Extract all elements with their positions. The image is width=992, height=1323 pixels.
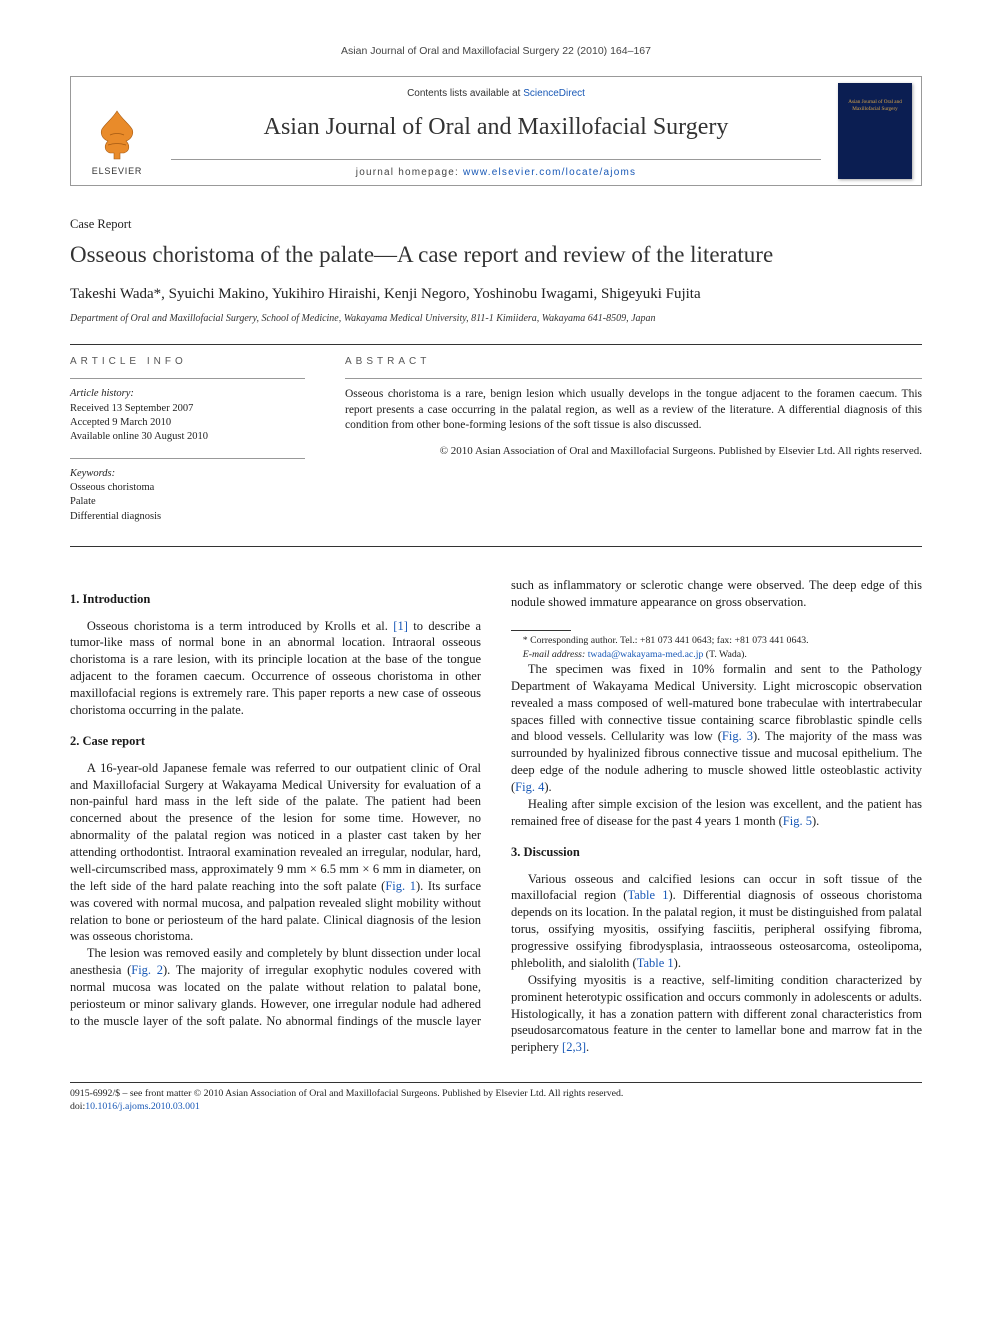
- corr-email-label: E-mail address:: [523, 649, 588, 660]
- table-link[interactable]: Table 1: [627, 888, 668, 902]
- corresponding-author: * Corresponding author. Tel.: +81 073 44…: [511, 634, 922, 660]
- masthead-center: Contents lists available at ScienceDirec…: [163, 77, 829, 185]
- corr-line-2: E-mail address: twada@wakayama-med.ac.jp…: [511, 648, 922, 661]
- rule-bottom: [70, 546, 922, 547]
- article-type: Case Report: [70, 216, 922, 233]
- history-received: Received 13 September 2007: [70, 402, 305, 416]
- footer-rule: [70, 1082, 922, 1083]
- history-head: Article history:: [70, 387, 305, 401]
- keywords-block: Keywords: Osseous choristoma Palate Diff…: [70, 467, 305, 524]
- abstract-column: ABSTRACT Osseous choristoma is a rare, b…: [345, 355, 922, 538]
- paragraph: Various osseous and calcified lesions ca…: [511, 871, 922, 972]
- text-run: ).: [544, 780, 551, 794]
- article-info-label: ARTICLE INFO: [70, 355, 305, 369]
- article-info-column: ARTICLE INFO Article history: Received 1…: [70, 355, 305, 538]
- affiliation: Department of Oral and Maxillofacial Sur…: [70, 312, 922, 326]
- sciencedirect-link[interactable]: ScienceDirect: [523, 88, 585, 99]
- corr-tail: (T. Wada).: [703, 649, 746, 660]
- citation-link[interactable]: [2,3]: [562, 1040, 586, 1054]
- paragraph: Ossifying myositis is a reactive, self-l…: [511, 972, 922, 1056]
- figure-link[interactable]: Fig. 4: [515, 780, 544, 794]
- footer-doi: doi:10.1016/j.ajoms.2010.03.001: [70, 1100, 922, 1113]
- figure-link[interactable]: Fig. 2: [131, 963, 163, 977]
- article-title: Osseous choristoma of the palate—A case …: [70, 239, 922, 270]
- table-link[interactable]: Table 1: [637, 956, 674, 970]
- journal-name: Asian Journal of Oral and Maxillofacial …: [171, 111, 821, 143]
- paragraph: Osseous choristoma is a term introduced …: [70, 618, 481, 719]
- paragraph: A 16-year-old Japanese female was referr…: [70, 760, 481, 946]
- keywords-head: Keywords:: [70, 467, 305, 481]
- page: Asian Journal of Oral and Maxillofacial …: [0, 0, 992, 1150]
- info-rule-2: [70, 458, 305, 459]
- correspondence-rule: [511, 630, 571, 631]
- corr-line-1: * Corresponding author. Tel.: +81 073 44…: [511, 634, 922, 647]
- publisher-logo-box: ELSEVIER: [71, 77, 163, 185]
- body-two-column: 1. Introduction Osseous choristoma is a …: [70, 577, 922, 1056]
- doi-label: doi:: [70, 1101, 85, 1112]
- text-run: .: [586, 1040, 589, 1054]
- paragraph: The specimen was fixed in 10% formalin a…: [511, 661, 922, 796]
- running-head: Asian Journal of Oral and Maxillofacial …: [70, 44, 922, 58]
- figure-link[interactable]: Fig. 3: [722, 729, 753, 743]
- corr-block: * Corresponding author. Tel.: +81 073 44…: [511, 630, 922, 660]
- keyword-item: Palate: [70, 495, 305, 509]
- journal-homepage-bar: journal homepage: www.elsevier.com/locat…: [171, 159, 821, 186]
- history-online: Available online 30 August 2010: [70, 430, 305, 444]
- keyword-item: Osseous choristoma: [70, 481, 305, 495]
- text-run: A 16-year-old Japanese female was referr…: [70, 761, 481, 893]
- contents-available-line: Contents lists available at ScienceDirec…: [171, 87, 821, 101]
- journal-cover-thumb: Asian Journal of Oral and Maxillofacial …: [838, 83, 912, 179]
- elsevier-tree-icon: [90, 105, 144, 163]
- doi-link[interactable]: 10.1016/j.ajoms.2010.03.001: [85, 1101, 200, 1112]
- info-abstract-row: ARTICLE INFO Article history: Received 1…: [70, 345, 922, 546]
- abs-rule: [345, 378, 922, 379]
- text-run: Osseous choristoma is a term introduced …: [87, 619, 393, 633]
- text-run: ).: [812, 814, 819, 828]
- authors: Takeshi Wada*, Syuichi Makino, Yukihiro …: [70, 284, 922, 304]
- section-heading-introduction: 1. Introduction: [70, 591, 481, 608]
- page-footer: 0915-6992/$ – see front matter © 2010 As…: [70, 1087, 922, 1113]
- text-run: Healing after simple excision of the les…: [511, 797, 922, 828]
- text-run: to describe a tumor-like mass of normal …: [70, 619, 481, 717]
- info-rule-1: [70, 378, 305, 379]
- journal-homepage-link[interactable]: www.elsevier.com/locate/ajoms: [463, 167, 636, 178]
- corr-email-link[interactable]: twada@wakayama-med.ac.jp: [588, 649, 704, 660]
- paragraph: Healing after simple excision of the les…: [511, 796, 922, 830]
- section-heading-case-report: 2. Case report: [70, 733, 481, 750]
- cover-thumb-box: Asian Journal of Oral and Maxillofacial …: [829, 77, 921, 185]
- article-history: Article history: Received 13 September 2…: [70, 387, 305, 444]
- figure-link[interactable]: Fig. 5: [783, 814, 812, 828]
- abstract-text: Osseous choristoma is a rare, benign les…: [345, 387, 922, 434]
- contents-prefix: Contents lists available at: [407, 88, 523, 99]
- copyright-line: © 2010 Asian Association of Oral and Max…: [345, 444, 922, 459]
- cover-thumb-text: Asian Journal of Oral and Maxillofacial …: [838, 99, 912, 113]
- footer-front-matter: 0915-6992/$ – see front matter © 2010 As…: [70, 1087, 922, 1100]
- publisher-name: ELSEVIER: [92, 165, 142, 177]
- history-accepted: Accepted 9 March 2010: [70, 416, 305, 430]
- text-run: ).: [674, 956, 681, 970]
- keyword-item: Differential diagnosis: [70, 510, 305, 524]
- masthead: ELSEVIER Contents lists available at Sci…: [70, 76, 922, 186]
- homepage-prefix: journal homepage:: [356, 167, 463, 178]
- abstract-label: ABSTRACT: [345, 355, 922, 369]
- section-heading-discussion: 3. Discussion: [511, 844, 922, 861]
- figure-link[interactable]: Fig. 1: [385, 879, 416, 893]
- citation-link[interactable]: [1]: [393, 619, 408, 633]
